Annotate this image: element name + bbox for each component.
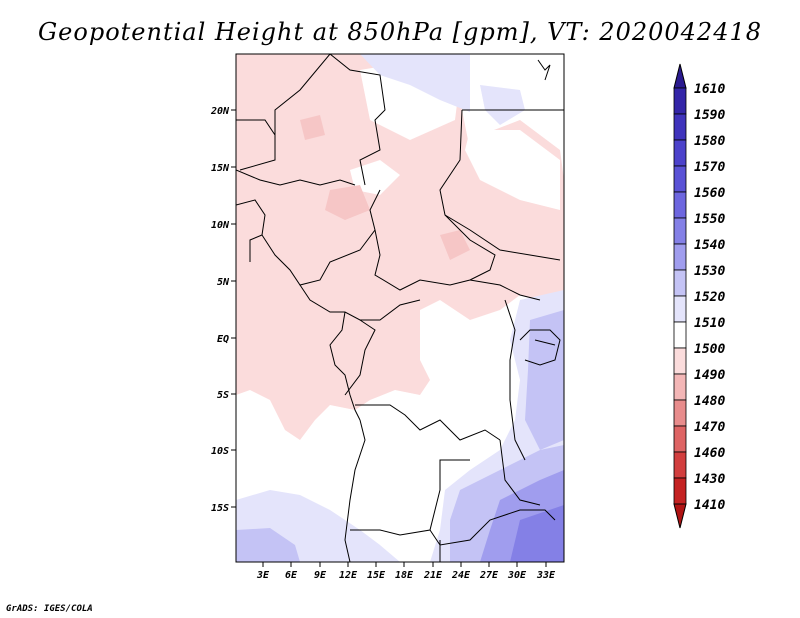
lat-label: 15N [211,163,230,174]
colorbar-swatch [673,113,687,141]
colorbar-swatch [673,87,687,115]
colorbar-swatch [673,191,687,219]
lon-label: 33E [536,570,556,581]
colorbar-swatch [673,295,687,323]
country-borders [236,54,564,562]
colorbar-label: 1540 [694,238,725,253]
longitude-labels: 3E 6E 9E 12E 15E 18E 21E 24E 27E 30E 33E [256,570,556,581]
colorbar-arrow-top [673,63,687,89]
colorbar-swatch [673,347,687,375]
colorbar-label: 1530 [694,264,725,279]
lat-label: 15S [211,503,229,514]
colorbar-swatch [673,477,687,505]
lat-label: EQ [217,334,229,345]
colorbar-label: 1430 [694,472,725,487]
colorbar-swatch [673,165,687,193]
lon-label: 18E [395,570,414,581]
lon-label: 3E [256,570,270,581]
colorbar-label: 1580 [694,134,725,149]
colorbar-swatch [673,425,687,453]
lat-label: 5S [217,390,229,401]
colorbar-label: 1490 [694,368,725,383]
colorbar-label: 1460 [694,446,725,461]
lon-label: 30E [507,570,527,581]
colorbar-arrow-bottom [673,503,687,529]
colorbar-swatch [673,451,687,479]
colorbar-swatch [673,399,687,427]
latitude-labels: 20N 15N 10N 5N EQ 5S 10S 15S [210,106,230,514]
lat-label: 5N [217,277,230,288]
lon-label: 21E [423,570,443,581]
lon-label: 27E [479,570,499,581]
colorbar-label: 1510 [694,316,725,331]
colorbar-label: 1590 [694,108,725,123]
colorbar-swatch [673,139,687,167]
colorbar-label: 1410 [694,498,725,513]
map-title: Geopotential Height at 850hPa [gpm], VT:… [38,18,762,46]
colorbar-label: 1550 [694,212,725,227]
colorbar-label: 1570 [694,160,725,175]
colorbar: 1610 1590 1580 1570 1560 1550 1540 1530 1520 1510… [673,63,725,529]
lat-label: 10S [211,446,229,457]
lon-label: 12E [339,570,358,581]
lon-label: 6E [285,570,298,581]
colorbar-label: 1480 [694,394,725,409]
map-frame [235,53,565,563]
colorbar-swatch [673,269,687,297]
lon-label: 15E [367,570,386,581]
colorbar-label: 1520 [694,290,725,305]
lat-label: 20N [210,106,230,117]
colorbar-label: 1500 [694,342,725,357]
colorbar-swatch [673,321,687,349]
lon-label: 24E [451,570,471,581]
lon-label: 9E [314,570,327,581]
colorbar-swatch [673,373,687,401]
colorbar-label: 1470 [694,420,725,435]
colorbar-label: 1560 [694,186,725,201]
colorbar-label: 1610 [694,82,725,97]
shading-blue-north [360,54,470,112]
map-panel [231,53,565,567]
colorbar-swatch [673,217,687,245]
colorbar-swatch [673,243,687,271]
lat-label: 10N [211,220,230,231]
footer-credit: GrADS: IGES/COLA [6,604,93,614]
